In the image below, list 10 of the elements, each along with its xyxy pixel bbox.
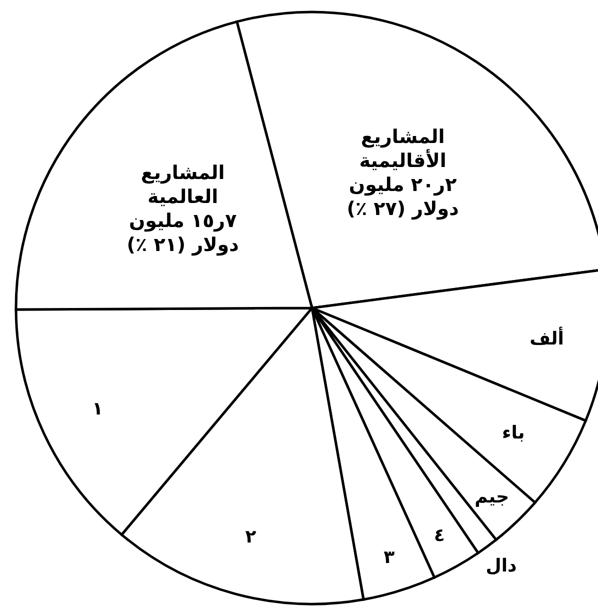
slice-label: المشاريع الأقاليمية ٢ر٢٠ مليون دولار (٢٧ ٪) xyxy=(346,126,460,220)
slice-label: ٢ xyxy=(245,526,256,548)
slice-label: جيم xyxy=(474,486,510,507)
slice-label: ١ xyxy=(92,398,104,420)
slice-label: دال xyxy=(486,555,517,576)
slice-label: ٣ xyxy=(384,546,395,568)
slice-label: ألف xyxy=(530,326,564,350)
slice-label: باء xyxy=(502,422,525,444)
slice-label: ٤ xyxy=(434,524,445,546)
slice-label: المشاريع العالمية ٧ر١٥ مليون دولار (٢١ ٪) xyxy=(126,162,240,256)
